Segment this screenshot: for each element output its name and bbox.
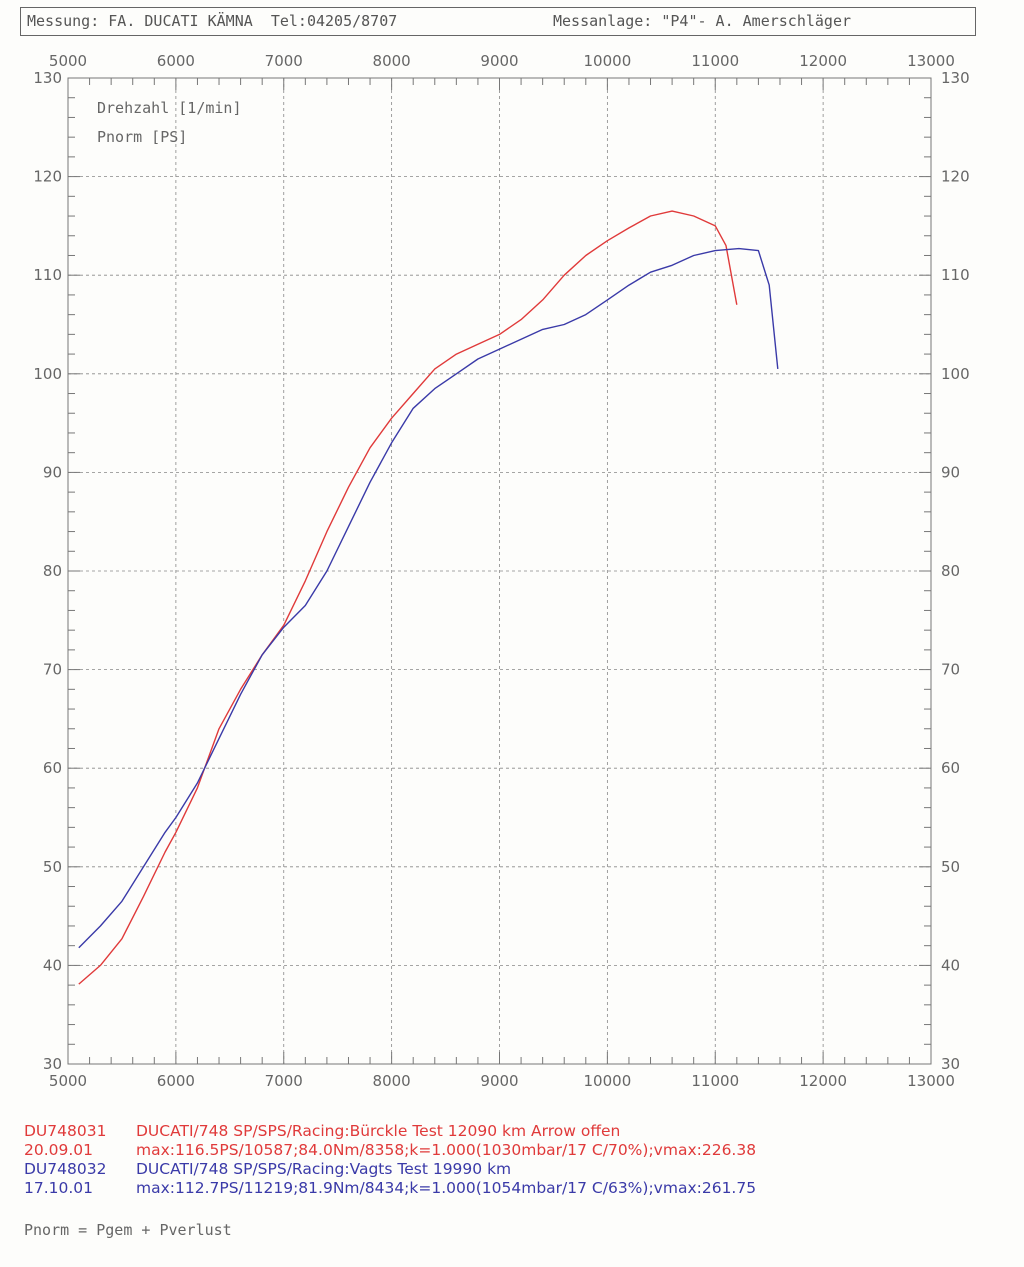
run-date: 17.10.01 [24,1179,94,1197]
x-tick-label-top: 13000 [907,52,955,70]
grid [68,78,931,1064]
y-tick-label-left: 120 [33,168,62,186]
header-dyno: Messanlage: "P4"- A. Amerschläger [553,12,852,30]
footer-line-3: DU748032 DUCATI/748 SP/SPS/Racing:Vagts T… [24,1160,756,1179]
y-tick-label-left: 70 [43,661,62,679]
test-info: DU748031 DUCATI/748 SP/SPS/Racing:Bürckle… [24,1122,756,1198]
formula-note: Pnorm = Pgem + Pverlust [24,1221,232,1239]
y-tick-label-left: 110 [33,266,62,284]
y-tick-label-right: 70 [941,661,960,679]
y-tick-label-right: 60 [941,759,960,777]
y-tick-label-right: 30 [941,1055,960,1073]
y-tick-label-left: 90 [43,463,62,481]
run-code: DU748032 [24,1160,107,1178]
x-tick-label-top: 9000 [480,52,518,70]
axis-ticks: 5000 5000 6000 6000 7000 7000 8000 8000 9000 9000… [33,52,969,1090]
run-results: max:112.7PS/11219;81.9Nm/8434;k=1.000(10… [136,1179,757,1197]
y-tick-label-left: 30 [43,1055,62,1073]
series-line-DU748031 [78,210,738,985]
y-tick-label-right: 40 [941,956,960,974]
run-results: max:116.5PS/10587;84.0Nm/8358;k=1.000(10… [136,1141,757,1159]
x-tick-label-top: 12000 [799,52,847,70]
x-tick-label-top: 7000 [265,52,303,70]
y-tick-label-left: 130 [33,69,62,87]
power-chart: 5000 5000 6000 6000 7000 7000 8000 8000 9000 9000… [33,52,969,1090]
run-description: DUCATI/748 SP/SPS/Racing:Vagts Test 1999… [136,1160,512,1178]
measurement-header: Messung: FA. DUCATI KÄMNA Tel:04205/8707… [20,7,976,36]
y-tick-label-left: 80 [43,562,62,580]
y-tick-label-right: 110 [941,266,970,284]
x-tick-label-bottom: 10000 [584,1072,632,1090]
y-tick-label-right: 100 [941,365,970,383]
footer-line-4: 17.10.01 max:112.7PS/11219;81.9Nm/8434;k=… [24,1179,756,1198]
legend-rpm-label: Drehzahl [1/min] [97,99,242,117]
y-tick-label-left: 50 [43,858,62,876]
header-company: Messung: FA. DUCATI KÄMNA Tel:04205/8707 [27,12,398,30]
x-tick-label-top: 5000 [49,52,87,70]
y-tick-label-right: 130 [941,69,970,87]
legend-power-label: Pnorm [PS] [97,128,187,146]
y-tick-label-left: 100 [33,365,62,383]
x-tick-label-top: 8000 [373,52,411,70]
footer-line-2: 20.09.01 max:116.5PS/10587;84.0Nm/8358;k=… [24,1141,756,1160]
series-line-DU748032 [78,247,779,949]
x-tick-label-bottom: 5000 [49,1072,87,1090]
y-tick-label-right: 50 [941,858,960,876]
y-tick-label-right: 90 [941,463,960,481]
run-date: 20.09.01 [24,1141,94,1159]
x-tick-label-bottom: 8000 [373,1072,411,1090]
x-tick-label-bottom: 13000 [907,1072,955,1090]
series [78,210,779,985]
x-tick-label-bottom: 12000 [799,1072,847,1090]
run-description: DUCATI/748 SP/SPS/Racing:Bürckle Test 12… [136,1122,621,1140]
run-code: DU748031 [24,1122,107,1140]
x-tick-label-top: 6000 [157,52,195,70]
x-tick-label-bottom: 7000 [265,1072,303,1090]
x-tick-label-top: 11000 [691,52,739,70]
y-tick-label-right: 120 [941,168,970,186]
y-tick-label-right: 80 [941,562,960,580]
y-tick-label-left: 60 [43,759,62,777]
x-tick-label-bottom: 6000 [157,1072,195,1090]
x-tick-label-bottom: 9000 [480,1072,518,1090]
x-tick-label-top: 10000 [584,52,632,70]
footer-line-1: DU748031 DUCATI/748 SP/SPS/Racing:Bürckle… [24,1122,756,1141]
legend: Drehzahl [1/min] Pnorm [PS] [97,99,242,146]
x-tick-label-bottom: 11000 [691,1072,739,1090]
y-tick-label-left: 40 [43,956,62,974]
